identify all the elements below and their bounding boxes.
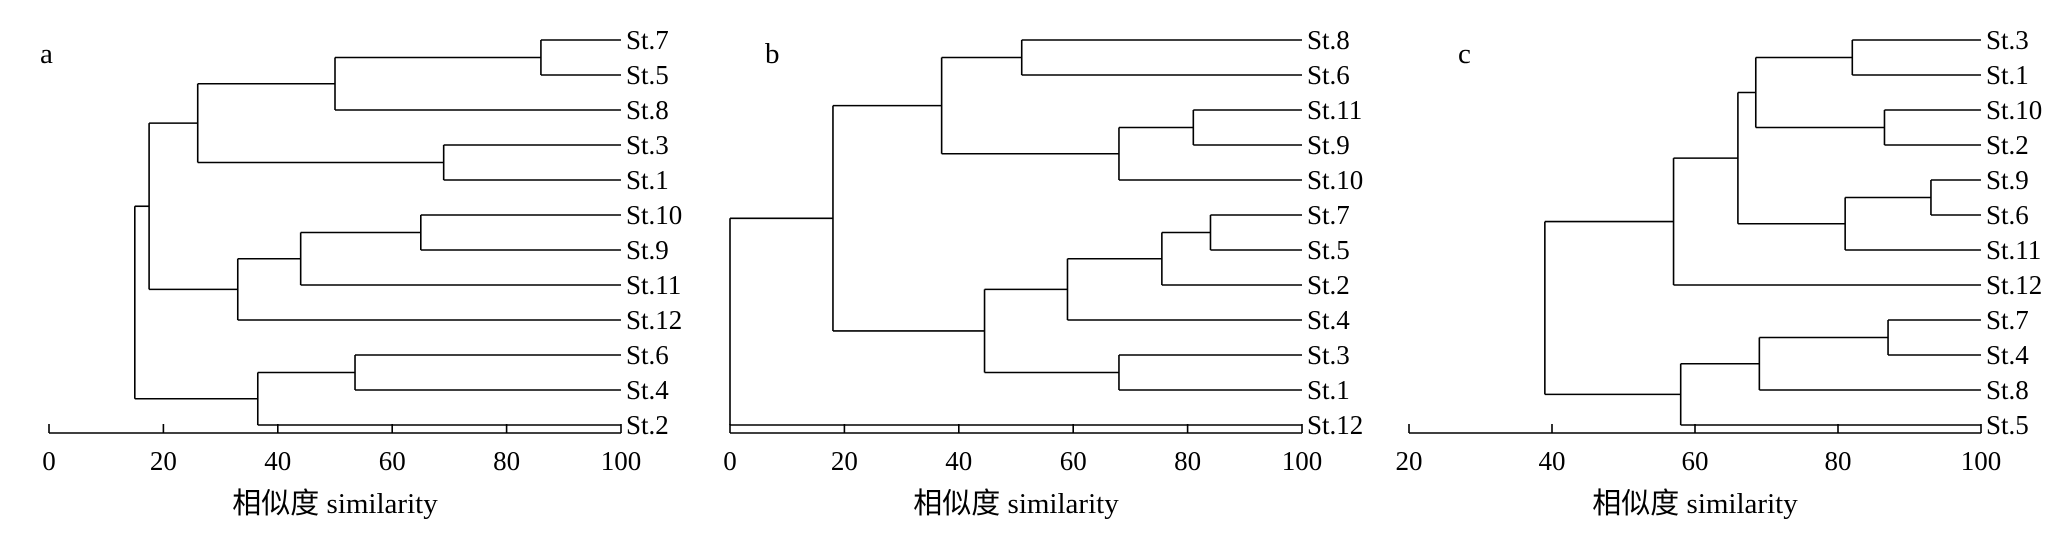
leaf-label: St.2 <box>1307 270 1350 300</box>
leaf-label: St.9 <box>626 235 669 265</box>
leaf-label: St.1 <box>1986 60 2029 90</box>
leaf-label: St.4 <box>1307 305 1350 335</box>
x-tick-label: 20 <box>1396 446 1423 476</box>
leaf-label: St.11 <box>626 270 681 300</box>
x-tick-label: 40 <box>1539 446 1566 476</box>
leaf-label: St.7 <box>1986 305 2029 335</box>
x-tick-label: 60 <box>1060 446 1087 476</box>
x-tick-label: 40 <box>945 446 972 476</box>
leaf-label: St.3 <box>626 130 669 160</box>
x-axis-label: 相似度 similarity <box>1592 487 1798 520</box>
leaf-label: St.6 <box>1307 60 1350 90</box>
x-axis-label: 相似度 similarity <box>232 487 438 520</box>
x-tick-label: 0 <box>42 446 56 476</box>
leaf-label: St.11 <box>1986 235 2041 265</box>
leaf-label: St.3 <box>1307 340 1350 370</box>
x-tick-label: 40 <box>264 446 291 476</box>
leaf-label: St.2 <box>1986 130 2029 160</box>
leaf-label: St.9 <box>1986 165 2029 195</box>
dendrogram-panel-c: c St.3 St.1 St.10 St.2 St.9 St.6 St.11 St.12 St.7… <box>1396 25 2043 520</box>
x-tick-label: 100 <box>1961 446 2002 476</box>
leaf-label: St.12 <box>626 305 682 335</box>
leaf-label: St.4 <box>1986 340 2029 370</box>
leaf-label: St.3 <box>1986 25 2029 55</box>
x-tick-label: 100 <box>601 446 642 476</box>
x-tick-label: 20 <box>831 446 858 476</box>
leaf-label: St.6 <box>1986 200 2029 230</box>
leaf-label: St.10 <box>1986 95 2042 125</box>
x-tick-label: 80 <box>1174 446 1201 476</box>
leaf-label: St.4 <box>626 375 669 405</box>
x-tick-label: 60 <box>379 446 406 476</box>
leaf-label: St.5 <box>626 60 669 90</box>
leaf-label: St.1 <box>1307 375 1350 405</box>
dendrogram-panel-a: a St.7 St.5 St.8 St.3 St.1 St.10 St.9 St.11 St.12… <box>40 25 682 520</box>
x-axis-label: 相似度 similarity <box>913 487 1119 520</box>
panel-label: a <box>40 38 53 70</box>
leaf-label: St.1 <box>626 165 669 195</box>
x-tick-label: 100 <box>1282 446 1323 476</box>
leaf-label: St.12 <box>1986 270 2042 300</box>
leaf-label: St.5 <box>1986 410 2029 440</box>
leaf-label: St.11 <box>1307 95 1362 125</box>
leaf-label: St.8 <box>1307 25 1350 55</box>
panel-label: b <box>765 38 780 70</box>
x-tick-label: 0 <box>723 446 737 476</box>
leaf-label: St.8 <box>1986 375 2029 405</box>
leaf-label: St.6 <box>626 340 669 370</box>
leaf-label: St.7 <box>626 25 669 55</box>
x-tick-label: 80 <box>493 446 520 476</box>
leaf-label: St.2 <box>626 410 669 440</box>
leaf-label: St.10 <box>626 200 682 230</box>
leaf-label: St.9 <box>1307 130 1350 160</box>
leaf-label: St.12 <box>1307 410 1363 440</box>
x-tick-label: 80 <box>1825 446 1852 476</box>
x-tick-label: 20 <box>150 446 177 476</box>
leaf-label: St.8 <box>626 95 669 125</box>
leaf-label: St.7 <box>1307 200 1350 230</box>
x-tick-label: 60 <box>1682 446 1709 476</box>
leaf-label: St.10 <box>1307 165 1363 195</box>
dendrogram-panel-b: b St.8St.6St.11St.9St.10St.7St.5St.2St.4S… <box>723 25 1363 520</box>
panel-label: c <box>1458 38 1471 70</box>
leaf-label: St.5 <box>1307 235 1350 265</box>
